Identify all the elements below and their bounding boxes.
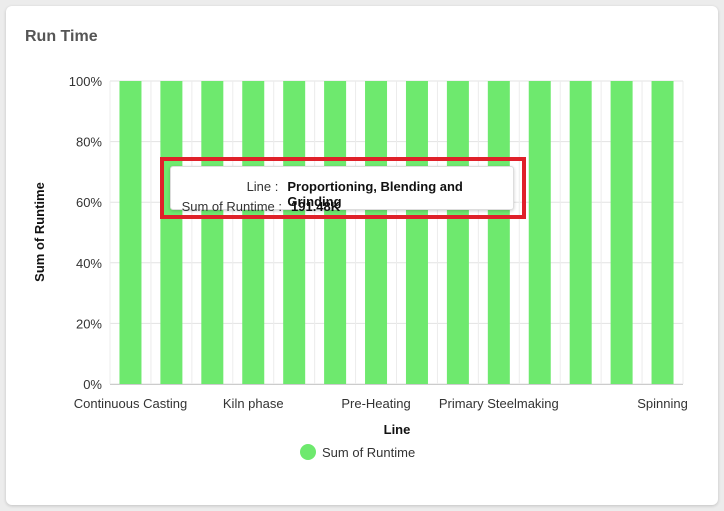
bar[interactable] [446, 81, 469, 384]
legend-marker [300, 444, 316, 460]
bars[interactable] [119, 81, 674, 384]
y-tick-label: 40% [76, 256, 102, 271]
x-tick-label: Kiln phase [223, 396, 284, 411]
bar[interactable] [242, 81, 265, 384]
x-axis-ticks: Continuous Casting Kiln phase Pre-Heating P… [74, 396, 688, 411]
bar[interactable] [651, 81, 674, 384]
x-axis-title: Line [384, 422, 411, 437]
card-title: Run Time [25, 28, 98, 45]
tooltip-sum-value: 191.48K [291, 199, 341, 214]
grid-lines [109, 80, 684, 385]
legend[interactable]: Sum of Runtime [300, 444, 415, 460]
bar[interactable] [569, 81, 592, 384]
y-axis-title: Sum of Runtime [32, 182, 47, 282]
bar[interactable] [405, 81, 428, 384]
bar[interactable] [201, 81, 224, 384]
tooltip-sum-label: Sum of Runtime : [181, 199, 282, 214]
bar[interactable] [160, 81, 183, 384]
y-tick-label: 80% [76, 135, 102, 150]
tooltip: Line : Proportioning, Blending and Grind… [170, 166, 514, 214]
bar[interactable] [528, 81, 551, 384]
x-tick-label: Pre-Heating [341, 396, 410, 411]
tooltip-row-sum: Sum of Runtime : 191.48K [171, 199, 341, 217]
legend-label: Sum of Runtime [322, 444, 416, 460]
tooltip-line-value: Proportioning, Blending and Grinding [287, 179, 463, 209]
x-tick-label: Continuous Casting [74, 396, 187, 411]
y-tick-label: 20% [76, 316, 102, 331]
bar[interactable] [610, 81, 633, 384]
y-tick-label: 0% [83, 377, 102, 392]
tooltip-highlight: Line : Proportioning, Blending and Grind… [160, 157, 526, 219]
bar[interactable] [365, 81, 388, 384]
y-tick-label: 100% [69, 74, 103, 89]
bar[interactable] [283, 81, 306, 384]
tooltip-row-line: Line : Proportioning, Blending and Grind… [171, 179, 513, 209]
y-axis-ticks: 0% 20% 40% 60% 80% 100% [69, 74, 103, 392]
x-tick-label: Primary Steelmaking [439, 396, 559, 411]
bar[interactable] [324, 81, 347, 384]
bar[interactable] [119, 81, 142, 384]
x-tick-label: Spinning [637, 396, 688, 411]
tooltip-line-label: Line : [246, 179, 279, 194]
bar[interactable] [487, 81, 510, 384]
y-tick-label: 60% [76, 195, 102, 210]
